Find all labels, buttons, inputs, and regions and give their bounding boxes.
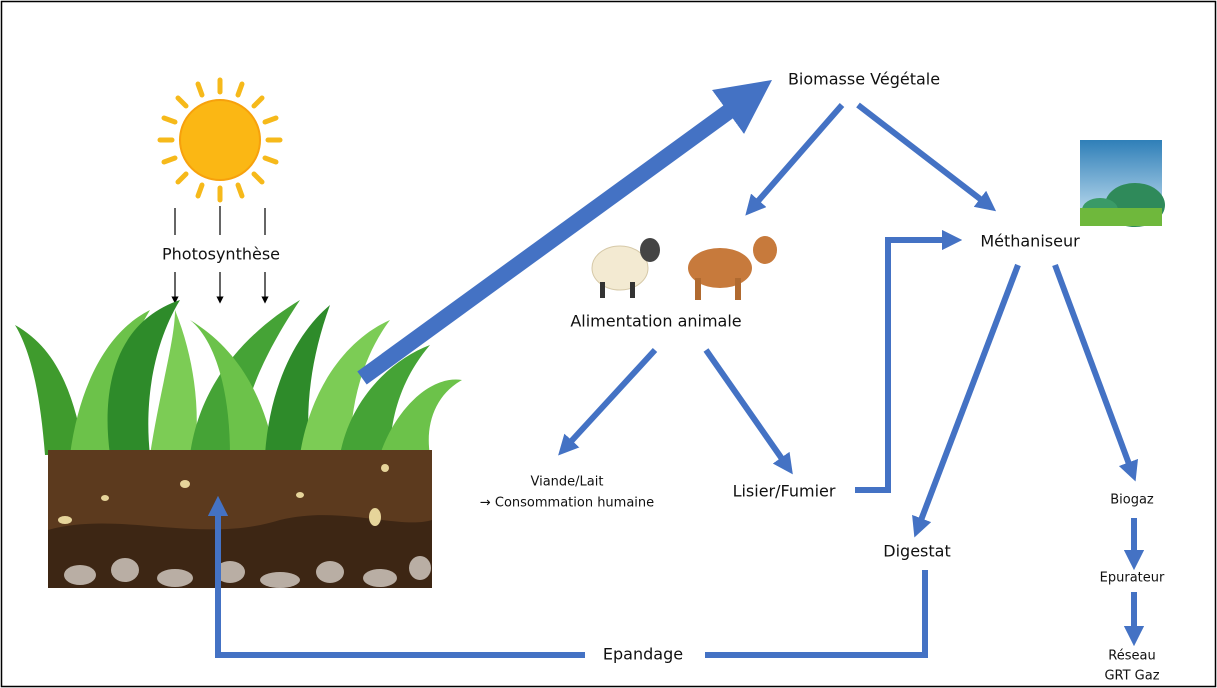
arrows — [207, 80, 1145, 658]
label: Photosynthèse — [162, 245, 280, 264]
cow — [688, 236, 777, 300]
grass — [15, 300, 462, 455]
sun-rays-lines — [171, 206, 269, 304]
label: Biomasse Végétale — [788, 70, 940, 89]
label: Epurateur — [1100, 571, 1165, 586]
sun — [157, 77, 283, 203]
label: Digestat — [883, 542, 950, 561]
soil — [48, 450, 432, 588]
label: Viande/Lait — [531, 475, 604, 490]
biogas-plant — [1080, 140, 1165, 227]
sheep — [591, 238, 660, 298]
label: → Consommation humaine — [480, 496, 654, 511]
label: GRT Gaz — [1104, 669, 1159, 684]
label: Méthaniseur — [980, 232, 1080, 251]
label: Lisier/Fumier — [733, 482, 836, 501]
label: Biogaz — [1110, 493, 1154, 508]
label: Réseau — [1108, 649, 1155, 664]
label: Epandage — [603, 645, 683, 664]
label: Alimentation animale — [570, 312, 741, 331]
